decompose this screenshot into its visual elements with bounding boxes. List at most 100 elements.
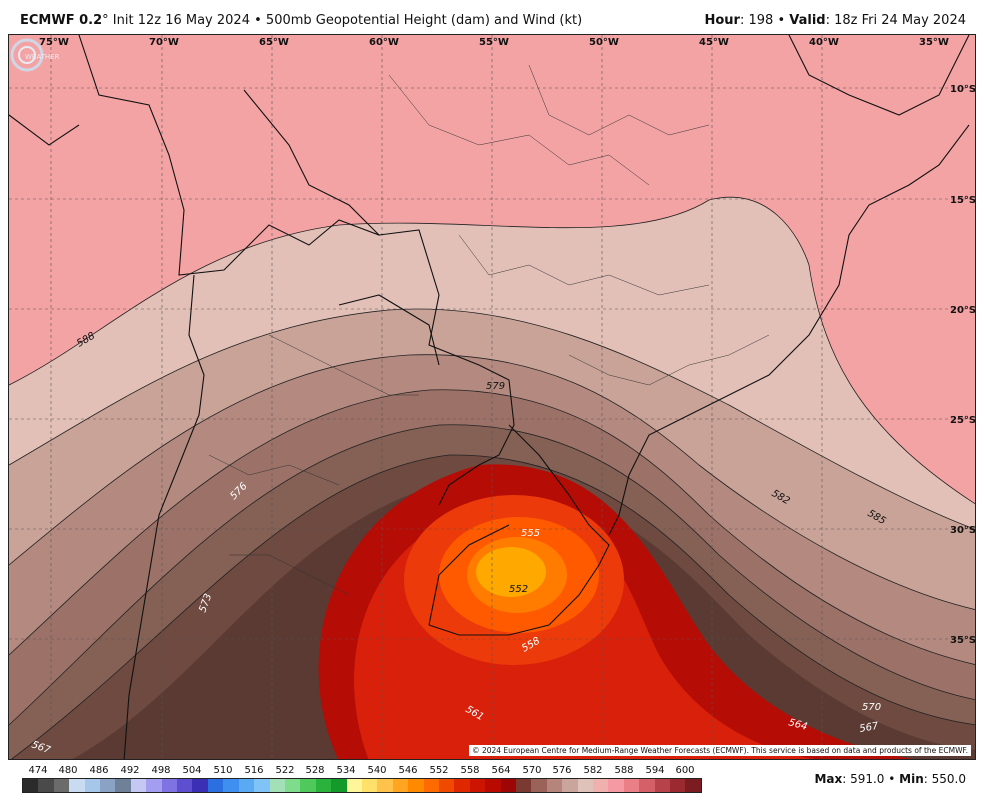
legend-swatch [377,779,393,792]
legend-swatch [53,779,70,792]
lon-label: 75°W [39,37,69,48]
valid-value: : 18z Fri 24 May 2024 [825,13,966,28]
legend-swatch [608,779,624,792]
legend-swatch [593,779,609,792]
lon-label: 45°W [699,37,729,48]
legend-swatch [562,779,578,792]
legend-swatch [38,779,54,792]
header: ECMWF 0.2° Init 12z 16 May 2024 • 500mb … [0,0,984,34]
degree-sign: ° [102,13,109,28]
graticule [9,35,975,759]
lon-label: 65°W [259,37,289,48]
legend-label: 594 [645,765,665,776]
contour-label: 552 [509,584,528,595]
legend-label: 576 [552,765,572,776]
legend-swatch [115,779,131,792]
copyright-notice: © 2024 European Centre for Medium-Range … [469,745,971,756]
weatherbell-logo-icon: WEATHER [10,38,60,72]
legend-swatch [485,779,501,792]
hour-value: : 198 [739,13,774,28]
legend-labels: 474 480 486 492 498 504 510 516 522 528 … [22,765,702,777]
product-name: 500mb Geopotential Height (dam) and Wind… [265,13,583,28]
legend-swatch [577,779,594,792]
lon-label: 70°W [149,37,179,48]
lat-label: 30°S [950,525,976,536]
legend-swatch [361,779,378,792]
separator: • [777,13,786,28]
legend-swatch [300,779,316,792]
longitude-labels: 75°W 70°W 65°W 60°W 55°W 50°W 45°W 40°W … [39,37,949,48]
hour-label: Hour [704,13,740,28]
max-min-readout: Max: 591.0 • Min: 550.0 [814,772,966,786]
color-legend: 474 480 486 492 498 504 510 516 522 528 … [22,762,702,796]
lat-label: 10°S [950,84,976,95]
contour-label: 579 [486,381,505,392]
max-label: Max [814,772,843,786]
legend-swatch [454,779,470,792]
legend-swatch [207,779,224,792]
legend-swatch [516,779,532,792]
borders [9,35,970,759]
title-right: Hour: 198 • Valid: 18z Fri 24 May 2024 [704,13,966,28]
legend-swatch [315,779,332,792]
legend-label: 564 [491,765,511,776]
legend-swatch [192,779,208,792]
separator: • [254,13,262,28]
init-time: Init 12z 16 May 2024 [112,13,250,28]
legend-swatch [500,779,516,792]
legend-label: 582 [583,765,603,776]
legend-label: 570 [522,765,542,776]
legend-label: 546 [398,765,418,776]
legend-swatch [23,779,39,792]
legend-swatch [438,779,455,792]
title-left: ECMWF 0.2° Init 12z 16 May 2024 • 500mb … [20,13,582,28]
legend-color-bar [22,778,702,793]
legend-label: 528 [305,765,325,776]
contour-label: 567 [859,721,880,735]
lat-label: 35°S [950,635,976,646]
valid-label: Valid [789,13,826,28]
separator: • [888,772,896,786]
lon-label: 40°W [809,37,839,48]
legend-label: 480 [58,765,78,776]
lon-label: 60°W [369,37,399,48]
legend-swatch [146,779,162,792]
map-canvas: 75°W 70°W 65°W 60°W 55°W 50°W 45°W 40°W … [9,35,976,759]
legend-swatch [623,779,640,792]
legend-swatch [84,779,101,792]
legend-label: 522 [275,765,295,776]
legend-swatch [284,779,301,792]
legend-swatch [392,779,409,792]
min-value: : 550.0 [923,772,966,786]
band-550 [476,547,546,597]
legend-swatch [100,779,116,792]
state-borders [208,64,770,596]
legend-swatch [469,779,486,792]
legend-label: 474 [28,765,48,776]
forecast-map[interactable]: 75°W 70°W 65°W 60°W 55°W 50°W 45°W 40°W … [8,34,976,760]
max-value: : 591.0 [842,772,885,786]
legend-swatch [161,779,178,792]
legend-swatch [408,779,424,792]
model-name: ECMWF 0.2 [20,13,103,28]
legend-swatch [254,779,270,792]
legend-swatch [177,779,193,792]
legend-label: 486 [89,765,109,776]
legend-label: 588 [614,765,634,776]
legend-swatch [69,779,85,792]
legend-swatch [546,779,563,792]
legend-swatch [531,779,547,792]
legend-label: 504 [182,765,202,776]
logo-text: WEATHER [25,53,60,61]
legend-label: 510 [213,765,233,776]
legend-label: 558 [460,765,480,776]
legend-swatch [238,779,255,792]
legend-label: 552 [429,765,449,776]
legend-swatch [639,779,655,792]
contour-label: 570 [862,702,881,713]
legend-label: 600 [675,765,695,776]
legend-swatch [346,779,362,792]
contour-label: 564 [787,717,808,733]
lon-label: 50°W [589,37,619,48]
contour-label: 555 [521,528,540,539]
